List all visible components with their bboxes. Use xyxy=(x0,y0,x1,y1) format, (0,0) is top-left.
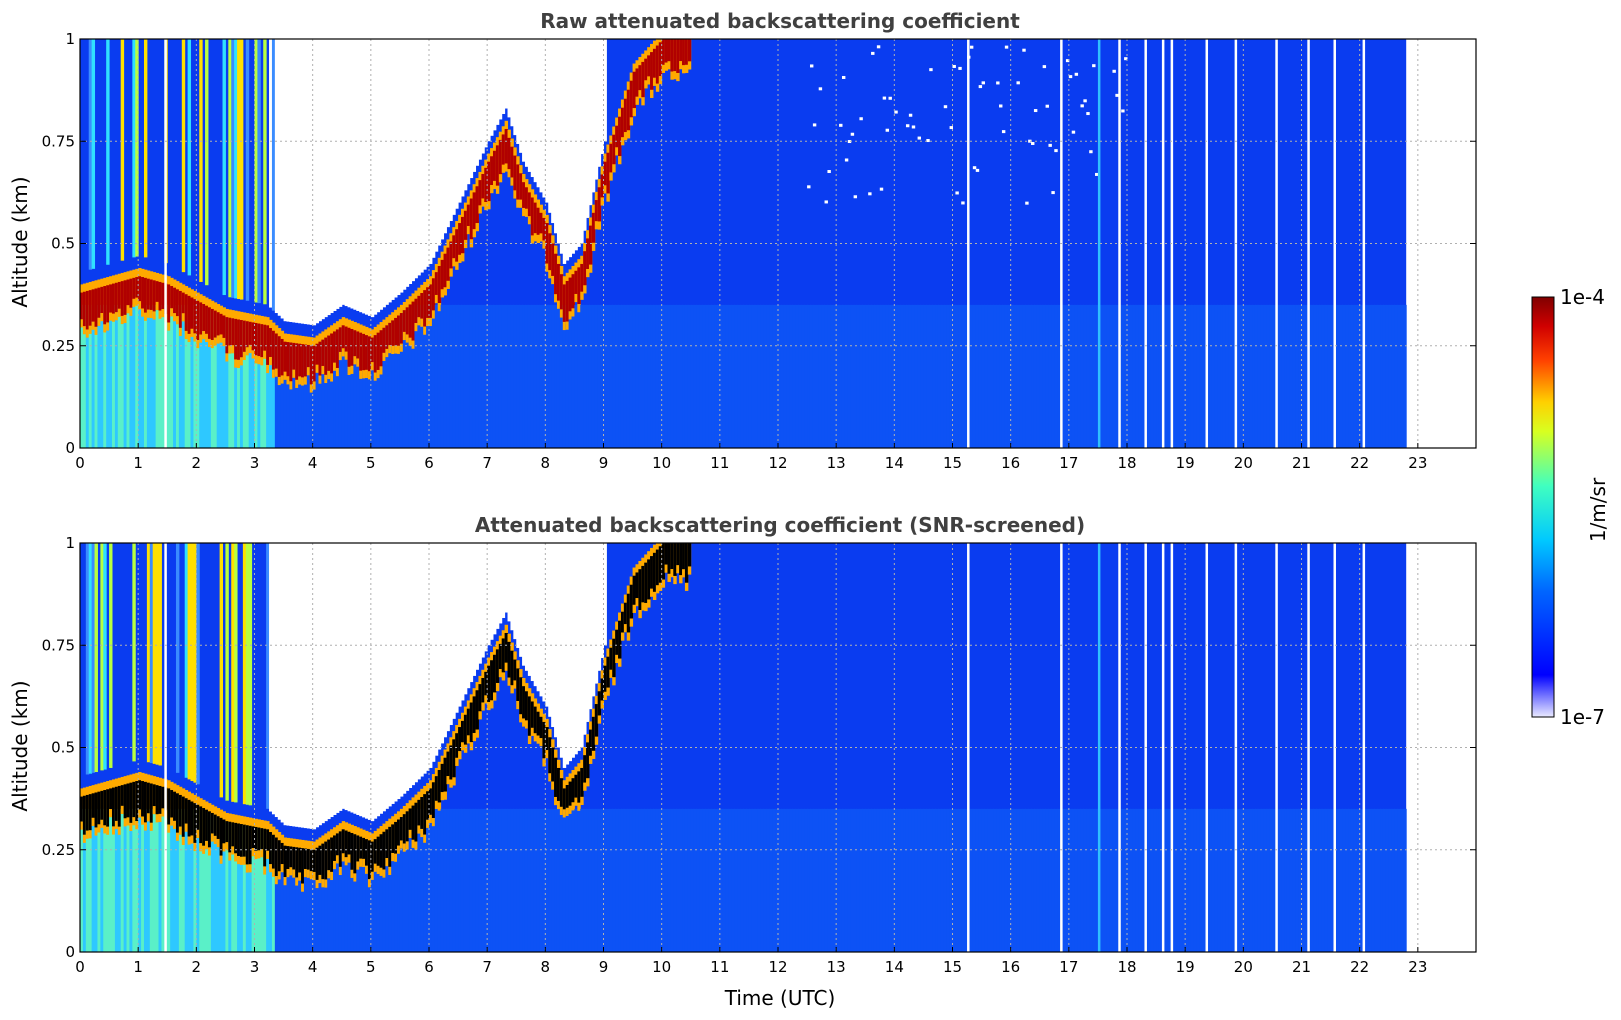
x-tick-label: 16 xyxy=(1001,454,1020,472)
x-tick-label: 13 xyxy=(827,958,846,976)
x-tick-label: 12 xyxy=(768,958,787,976)
x-tick-label: 21 xyxy=(1292,958,1311,976)
y-tick-label: 0 xyxy=(65,439,75,457)
x-tick-label: 6 xyxy=(424,454,434,472)
y-tick-label: 1 xyxy=(65,534,75,552)
x-tick-label: 2 xyxy=(192,958,202,976)
x-tick-label: 19 xyxy=(1176,454,1195,472)
colorbar-max-label: 1e-4 xyxy=(1560,285,1605,309)
x-tick-label: 5 xyxy=(366,958,376,976)
x-tick-label: 17 xyxy=(1059,958,1078,976)
x-tick-label: 7 xyxy=(482,454,492,472)
top-chart-title: Raw attenuated backscattering coefficien… xyxy=(540,9,1020,33)
colorbar-unit-label: 1/m/sr xyxy=(1586,477,1610,542)
colorbar-gradient xyxy=(1531,296,1555,718)
x-tick-label: 23 xyxy=(1408,454,1427,472)
x-tick-label: 13 xyxy=(827,454,846,472)
x-tick-label: 4 xyxy=(308,958,318,976)
y-tick-label: 0 xyxy=(65,943,75,961)
x-tick-label: 11 xyxy=(710,958,729,976)
y-tick-label: 0.25 xyxy=(42,337,75,355)
x-tick-label: 20 xyxy=(1234,958,1253,976)
y-tick-label: 0.75 xyxy=(42,636,75,654)
x-tick-label: 18 xyxy=(1117,454,1136,472)
y-tick-label: 0.25 xyxy=(42,841,75,859)
grid xyxy=(80,542,1476,953)
x-tick-label: 0 xyxy=(75,958,85,976)
colorbar: 1e-4 1e-7 1/m/sr xyxy=(1531,285,1610,729)
x-tick-label: 22 xyxy=(1350,454,1369,472)
x-tick-label: 9 xyxy=(599,454,609,472)
x-tick-label: 23 xyxy=(1408,958,1427,976)
x-tick-label: 1 xyxy=(133,958,143,976)
x-tick-label: 6 xyxy=(424,958,434,976)
x-tick-label: 20 xyxy=(1234,454,1253,472)
top-y-axis-label: Altitude (km) xyxy=(8,176,32,307)
y-tick-label: 0.5 xyxy=(51,739,75,757)
x-axis-label: Time (UTC) xyxy=(724,986,836,1010)
x-tick-label: 10 xyxy=(652,454,671,472)
x-tick-label: 15 xyxy=(943,454,962,472)
x-tick-label: 3 xyxy=(250,958,260,976)
heatmap-image xyxy=(80,543,1407,952)
bottom-y-axis-label: Altitude (km) xyxy=(8,680,32,811)
bottom-heatmap-panel: Attenuated backscattering coefficient (S… xyxy=(8,513,1477,1010)
x-tick-label: 14 xyxy=(885,454,904,472)
x-tick-label: 2 xyxy=(192,454,202,472)
x-tick-label: 10 xyxy=(652,958,671,976)
x-tick-label: 22 xyxy=(1350,958,1369,976)
y-tick-label: 0.75 xyxy=(42,132,75,150)
x-tick-label: 12 xyxy=(768,454,787,472)
x-tick-label: 15 xyxy=(943,958,962,976)
x-tick-label: 8 xyxy=(541,454,551,472)
x-tick-label: 5 xyxy=(366,454,376,472)
x-tick-label: 0 xyxy=(75,454,85,472)
x-tick-label: 8 xyxy=(541,958,551,976)
x-tick-label: 11 xyxy=(710,454,729,472)
x-tick-label: 7 xyxy=(482,958,492,976)
x-tick-label: 17 xyxy=(1059,454,1078,472)
x-tick-label: 4 xyxy=(308,454,318,472)
x-tick-label: 18 xyxy=(1117,958,1136,976)
x-tick-label: 21 xyxy=(1292,454,1311,472)
top-heatmap-panel: Raw attenuated backscattering coefficien… xyxy=(8,9,1477,472)
bottom-chart-title: Attenuated backscattering coefficient (S… xyxy=(475,513,1085,537)
x-tick-label: 1 xyxy=(133,454,143,472)
grid xyxy=(80,38,1476,449)
x-tick-label: 9 xyxy=(599,958,609,976)
y-tick-label: 0.5 xyxy=(51,235,75,253)
x-tick-label: 16 xyxy=(1001,958,1020,976)
colorbar-min-label: 1e-7 xyxy=(1560,705,1605,729)
y-tick-label: 1 xyxy=(65,30,75,48)
x-tick-label: 3 xyxy=(250,454,260,472)
x-tick-label: 14 xyxy=(885,958,904,976)
heatmap-image xyxy=(80,39,1407,448)
x-tick-label: 19 xyxy=(1176,958,1195,976)
